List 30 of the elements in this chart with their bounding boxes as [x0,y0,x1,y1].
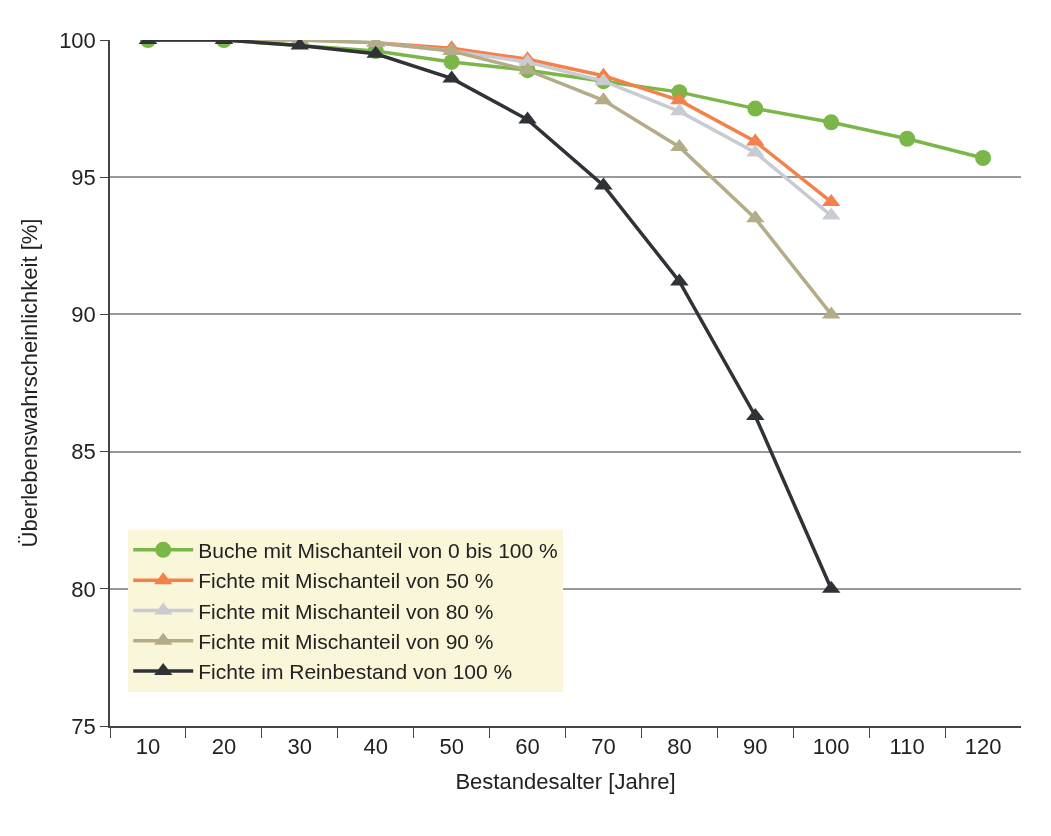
legend-label: Fichte mit Mischanteil von 50 % [198,569,494,593]
legend-label: Buche mit Mischanteil von 0 bis 100 % [198,539,558,563]
x-tick-label: 80 [667,734,692,760]
y-tick-label: 80 [71,576,96,602]
y-tick-label: 90 [71,302,96,328]
x-tick-label: 70 [591,734,616,760]
y-tick-label: 100 [59,27,96,53]
y-tick-label: 75 [71,713,96,739]
legend-label: Fichte mit Mischanteil von 80 % [198,599,494,623]
x-tick-label: 60 [515,734,540,760]
y-tick-label: 95 [71,164,96,190]
legend-label: Fichte mit Mischanteil von 90 % [198,629,494,653]
x-tick-label: 20 [211,734,237,760]
legend-label: Fichte im Reinbestand von 100 % [198,660,513,684]
x-tick-label: 120 [964,734,1002,760]
x-axis-title: Bestandesalter [Jahre] [455,768,676,794]
x-tick-label: 100 [812,734,850,760]
y-axis-title: Überlebenswahrscheinlichkeit [%] [17,218,43,548]
x-tick-label: 30 [287,734,313,760]
point [443,53,460,70]
x-tick-label: 10 [135,734,161,760]
x-tick-label: 50 [439,734,464,760]
point [823,114,840,131]
point [975,149,992,166]
point [747,100,764,117]
x-tick-label: 90 [743,734,768,760]
y-tick-label: 85 [71,439,96,465]
x-tick-label: 40 [363,734,388,760]
x-tick-label: 110 [889,734,925,760]
point [899,130,916,147]
